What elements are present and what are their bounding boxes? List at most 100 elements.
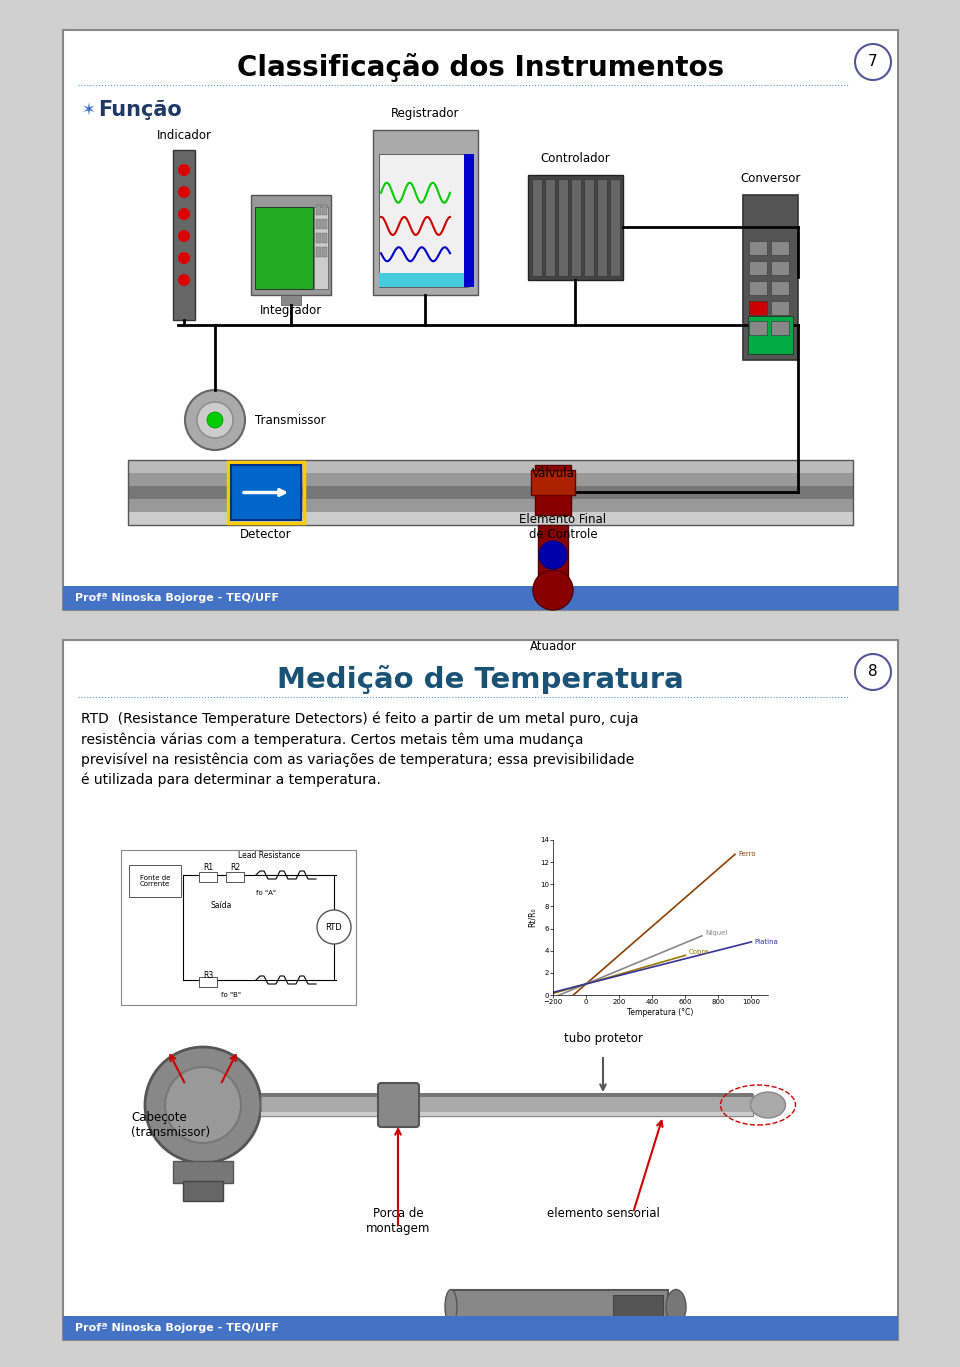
- Circle shape: [539, 541, 567, 569]
- Circle shape: [855, 44, 891, 81]
- Bar: [63, 640, 898, 1340]
- Text: Fonte de
Corrente: Fonte de Corrente: [140, 875, 170, 887]
- Circle shape: [207, 411, 223, 428]
- Bar: [261, 1094, 753, 1096]
- Bar: [128, 461, 853, 473]
- Bar: [63, 30, 898, 610]
- Bar: [771, 301, 789, 314]
- Text: fo "A": fo "A": [256, 890, 276, 895]
- Circle shape: [533, 570, 573, 610]
- Bar: [316, 247, 321, 257]
- Bar: [129, 865, 181, 897]
- Bar: [261, 1111, 753, 1115]
- Bar: [316, 232, 321, 243]
- Bar: [532, 179, 542, 276]
- Bar: [771, 241, 789, 256]
- Text: RTD  (Resistance Temperature Detectors) é feito a partir de um metal puro, cuja
: RTD (Resistance Temperature Detectors) é…: [81, 712, 638, 787]
- Bar: [314, 206, 328, 288]
- X-axis label: Temperatura (°C): Temperatura (°C): [627, 1007, 694, 1017]
- Text: fo "B": fo "B": [221, 992, 241, 998]
- Text: Transmissor: Transmissor: [255, 413, 325, 427]
- Bar: [322, 205, 327, 215]
- Bar: [281, 295, 301, 305]
- Bar: [538, 525, 568, 585]
- Text: Medição de Temperatura: Medição de Temperatura: [277, 666, 684, 694]
- Bar: [545, 179, 555, 276]
- Bar: [749, 261, 767, 275]
- Text: Função: Função: [98, 100, 181, 120]
- Text: Cabeçote
(transmissor): Cabeçote (transmissor): [131, 1111, 210, 1139]
- Text: Detector: Detector: [240, 528, 292, 541]
- Bar: [128, 473, 853, 487]
- Circle shape: [178, 164, 190, 176]
- Text: Integrador: Integrador: [260, 303, 323, 317]
- Bar: [749, 321, 767, 335]
- Bar: [173, 150, 195, 320]
- Bar: [128, 499, 853, 513]
- Circle shape: [178, 273, 190, 286]
- Bar: [226, 872, 244, 882]
- Bar: [128, 461, 853, 525]
- Text: Atuador: Atuador: [530, 640, 576, 653]
- Bar: [771, 321, 789, 335]
- Text: R2: R2: [230, 864, 240, 872]
- Bar: [749, 241, 767, 256]
- Bar: [255, 206, 313, 288]
- Bar: [528, 175, 623, 280]
- Text: Indicador: Indicador: [156, 128, 211, 142]
- Circle shape: [165, 1068, 241, 1143]
- Text: 7: 7: [868, 55, 877, 70]
- Bar: [63, 1316, 898, 1340]
- Bar: [379, 154, 468, 287]
- Text: ✶: ✶: [81, 101, 95, 119]
- Circle shape: [145, 1047, 261, 1163]
- Bar: [748, 316, 793, 354]
- Text: Classificação dos Instrumentos: Classificação dos Instrumentos: [237, 53, 724, 82]
- Text: elemento sensorial: elemento sensorial: [546, 1207, 660, 1219]
- Bar: [322, 247, 327, 257]
- Bar: [535, 465, 571, 515]
- Bar: [251, 195, 331, 295]
- Text: Profª Ninoska Bojorge - TEQ/UFF: Profª Ninoska Bojorge - TEQ/UFF: [75, 593, 279, 603]
- Text: Profª Ninoska Bojorge - TEQ/UFF: Profª Ninoska Bojorge - TEQ/UFF: [75, 1323, 279, 1333]
- Text: Porca de
montagem: Porca de montagem: [366, 1207, 430, 1234]
- Text: Registrador: Registrador: [392, 107, 460, 120]
- Text: Controlador: Controlador: [540, 152, 611, 165]
- Bar: [743, 195, 798, 360]
- Bar: [771, 261, 789, 275]
- Text: Conversor: Conversor: [740, 172, 801, 185]
- Bar: [128, 487, 853, 499]
- Y-axis label: Rt/R₀: Rt/R₀: [528, 908, 537, 927]
- Circle shape: [185, 390, 245, 450]
- Circle shape: [855, 653, 891, 690]
- Bar: [584, 179, 594, 276]
- Text: Saída: Saída: [210, 901, 231, 909]
- Bar: [322, 219, 327, 230]
- Bar: [373, 130, 478, 295]
- Bar: [531, 470, 575, 495]
- Ellipse shape: [445, 1289, 457, 1325]
- Bar: [464, 154, 474, 287]
- Bar: [749, 282, 767, 295]
- Bar: [771, 282, 789, 295]
- Circle shape: [178, 252, 190, 264]
- Bar: [610, 179, 620, 276]
- Bar: [379, 273, 468, 287]
- Bar: [128, 513, 853, 525]
- Text: Lead Resistance: Lead Resistance: [238, 852, 300, 860]
- Bar: [316, 219, 321, 230]
- Circle shape: [178, 208, 190, 220]
- Text: Ferro: Ferro: [738, 852, 756, 857]
- Bar: [231, 465, 301, 519]
- Bar: [613, 1295, 663, 1321]
- Ellipse shape: [666, 1289, 686, 1325]
- Text: 8: 8: [868, 664, 877, 679]
- Ellipse shape: [751, 1092, 785, 1118]
- Circle shape: [197, 402, 233, 437]
- Bar: [63, 586, 898, 610]
- Bar: [558, 179, 568, 276]
- Text: Cobre: Cobre: [688, 949, 709, 956]
- Bar: [571, 179, 581, 276]
- Text: Níquel: Níquel: [706, 930, 728, 936]
- Text: Elemento Final
de Controle: Elemento Final de Controle: [519, 513, 607, 541]
